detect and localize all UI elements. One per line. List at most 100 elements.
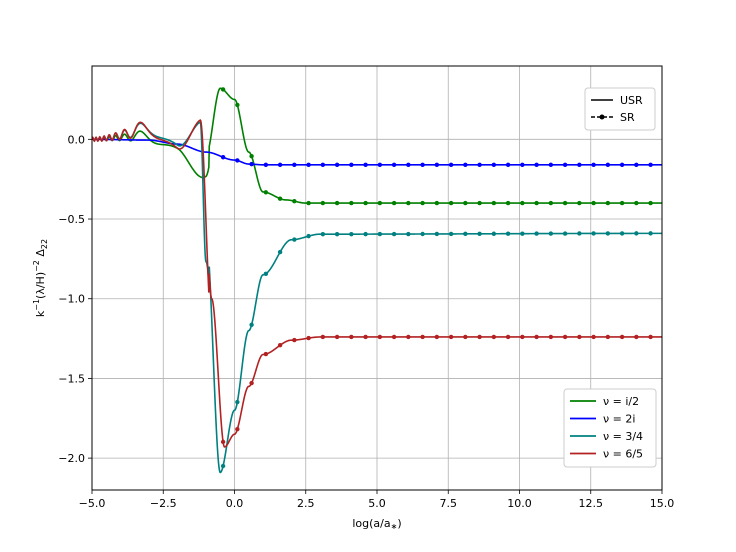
series-marker-3 (477, 334, 482, 340)
series-marker-2 (334, 231, 340, 237)
series-marker-3 (634, 334, 639, 340)
series-marker-1 (377, 162, 383, 168)
series-marker-0 (406, 200, 411, 206)
x-tick-label: −2.5 (150, 497, 177, 510)
series-marker-3 (505, 334, 511, 340)
legend-style-label: USR (620, 94, 643, 107)
series-marker-2 (249, 322, 254, 327)
x-axis-label: log(a/a∗) (352, 517, 401, 531)
series-marker-0 (249, 154, 254, 159)
series-marker-2 (235, 399, 240, 405)
x-tick-label: 5.0 (368, 497, 386, 510)
series-marker-0 (420, 200, 425, 206)
series-marker-2 (434, 231, 440, 237)
series-marker-2 (477, 231, 482, 237)
series-marker-1 (320, 162, 326, 168)
legend-series-box (563, 388, 657, 468)
series-marker-3 (548, 334, 554, 340)
series-marker-2 (292, 237, 297, 242)
series-marker-1 (349, 162, 354, 168)
series-marker-1 (619, 162, 625, 168)
series-marker-3 (349, 334, 354, 340)
x-tick-label: −5.0 (79, 497, 106, 510)
series-marker-2 (619, 231, 625, 236)
y-tick-label: −1.5 (58, 372, 85, 385)
series-marker-0 (605, 200, 611, 206)
series-marker-1 (634, 162, 639, 168)
series-marker-1 (463, 162, 468, 168)
series-layer (92, 87, 662, 474)
x-tick-label: 12.5 (579, 497, 604, 510)
series-marker-0 (334, 200, 340, 206)
series-marker-2 (648, 231, 653, 236)
legend-series-label: ν = 2i (603, 413, 635, 426)
series-marker-1 (491, 162, 497, 168)
series-marker-0 (548, 200, 554, 206)
series-marker-3 (363, 334, 368, 340)
series-marker-1 (420, 162, 425, 168)
x-tick-label: 2.5 (297, 497, 315, 510)
series-marker-2 (577, 231, 582, 236)
series-marker-0 (591, 200, 596, 206)
series-marker-3 (306, 335, 311, 341)
series-marker-1 (562, 162, 568, 168)
series-marker-0 (520, 200, 525, 206)
series-marker-2 (520, 231, 525, 236)
series-marker-3 (334, 334, 340, 340)
series-marker-0 (377, 200, 383, 206)
series-marker-1 (249, 161, 254, 167)
series-marker-3 (562, 334, 568, 340)
series-marker-3 (277, 343, 283, 348)
series-marker-2 (463, 231, 468, 237)
series-marker-3 (249, 380, 254, 386)
series-marker-1 (292, 162, 297, 168)
series-marker-0 (577, 200, 582, 206)
series-marker-2 (420, 231, 425, 237)
series-marker-0 (619, 200, 625, 206)
series-marker-2 (306, 233, 311, 239)
series-marker-1 (505, 162, 511, 168)
series-marker-2 (391, 231, 397, 237)
series-marker-3 (491, 334, 497, 340)
series-marker-1 (577, 162, 582, 168)
series-marker-0 (277, 196, 283, 201)
series-marker-3 (434, 334, 440, 340)
plot-area (92, 87, 662, 474)
series-marker-1 (263, 162, 269, 168)
series-marker-0 (477, 200, 482, 206)
series-marker-0 (349, 200, 354, 206)
legend-series-label: ν = 3/4 (603, 430, 643, 443)
series-marker-1 (448, 162, 454, 168)
series-marker-2 (562, 231, 568, 236)
series-marker-3 (605, 334, 611, 340)
series-marker-2 (448, 231, 454, 237)
series-marker-3 (391, 334, 397, 340)
series-marker-0 (463, 200, 468, 206)
series-marker-3 (448, 334, 454, 340)
series-marker-2 (605, 231, 611, 236)
x-axis: −5.0 −2.5 0.0 2.5 5.0 7.5 10.0 12.5 15.0 (79, 490, 674, 510)
y-tick-label: −0.5 (58, 213, 85, 226)
series-marker-0 (235, 102, 240, 108)
series-marker-3 (235, 427, 240, 432)
series-marker-3 (220, 439, 226, 445)
series-marker-2 (406, 231, 411, 237)
series-marker-1 (277, 162, 283, 168)
series-marker-1 (534, 162, 539, 168)
legend-style: USR SR (584, 87, 656, 131)
series-marker-0 (320, 200, 326, 206)
series-marker-1 (434, 162, 440, 168)
series-marker-0 (562, 200, 568, 206)
series-marker-2 (505, 231, 511, 236)
series-marker-0 (391, 200, 397, 206)
x-tick-label: 7.5 (440, 497, 458, 510)
series-marker-1 (406, 162, 411, 168)
series-marker-0 (434, 200, 440, 206)
series-marker-3 (320, 334, 326, 340)
series-marker-2 (634, 231, 639, 236)
series-marker-1 (648, 162, 653, 168)
series-marker-1 (363, 162, 368, 168)
series-marker-0 (220, 87, 226, 92)
series-marker-2 (377, 231, 383, 237)
